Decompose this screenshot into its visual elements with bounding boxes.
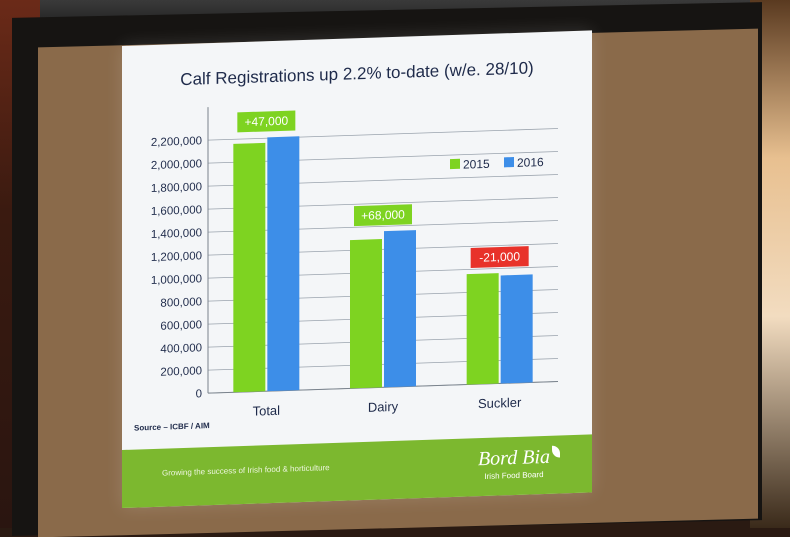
bar-dairy-2016	[384, 230, 416, 388]
bar-suckler-2015	[466, 273, 499, 385]
gridline	[208, 220, 558, 233]
gridline	[208, 174, 558, 187]
footer-tagline: Growing the success of Irish food & hort…	[162, 463, 330, 478]
x-tick-label: Total	[253, 403, 281, 419]
bar-total-2015	[233, 142, 266, 393]
gridline	[208, 197, 558, 210]
y-tick-label: 2,000,000	[151, 158, 202, 172]
y-tick-label: 1,400,000	[151, 227, 202, 241]
change-label: +68,000	[361, 207, 405, 222]
bar-total-2016	[267, 136, 300, 392]
brand-subtitle: Irish Food Board	[484, 470, 544, 481]
gridline	[208, 335, 558, 348]
gridline	[208, 151, 558, 164]
change-label: -21,000	[479, 249, 520, 264]
change-label: +47,000	[244, 114, 288, 129]
change-badge	[237, 110, 296, 133]
y-tick-label: 400,000	[160, 342, 202, 355]
y-tick-label: 1,800,000	[151, 181, 202, 195]
presentation-slide: Calf Registrations up 2.2% to-date (w/e.…	[122, 30, 592, 508]
y-tick-label: 600,000	[160, 319, 202, 332]
leaf-icon	[552, 445, 560, 458]
bar-dairy-2015	[350, 239, 382, 389]
legend-label-2015: 2015	[463, 157, 490, 172]
change-badge	[354, 204, 412, 227]
x-tick-label: Dairy	[368, 399, 399, 415]
x-axis	[208, 381, 558, 394]
bar-suckler-2016	[500, 274, 533, 384]
x-tick-label: Suckler	[478, 395, 522, 411]
gridline	[208, 289, 558, 302]
gridline	[208, 243, 558, 256]
gridline	[208, 266, 558, 279]
y-tick-label: 1,200,000	[151, 250, 202, 264]
y-tick-label: 800,000	[160, 296, 202, 309]
gridline	[208, 128, 558, 141]
gridline	[208, 358, 558, 371]
gridline	[208, 312, 558, 325]
y-tick-label: 1,000,000	[151, 273, 202, 287]
legend-label-2016: 2016	[517, 155, 544, 170]
brand-logo: Bord Bia Irish Food Board	[477, 445, 560, 481]
legend-swatch-2015	[450, 158, 460, 170]
brand-name: Bord Bia	[477, 445, 550, 471]
legend-swatch-2016	[504, 156, 514, 168]
bar-chart: 0 200,000 400,000 600,000 800,000 1,000,000 1,…	[151, 107, 558, 419]
y-tick-label: 1,600,000	[151, 204, 202, 218]
change-badge	[470, 246, 529, 269]
y-tick-label: 0	[196, 388, 202, 400]
y-tick-label: 200,000	[160, 365, 202, 378]
y-tick-label: 2,200,000	[151, 135, 202, 149]
